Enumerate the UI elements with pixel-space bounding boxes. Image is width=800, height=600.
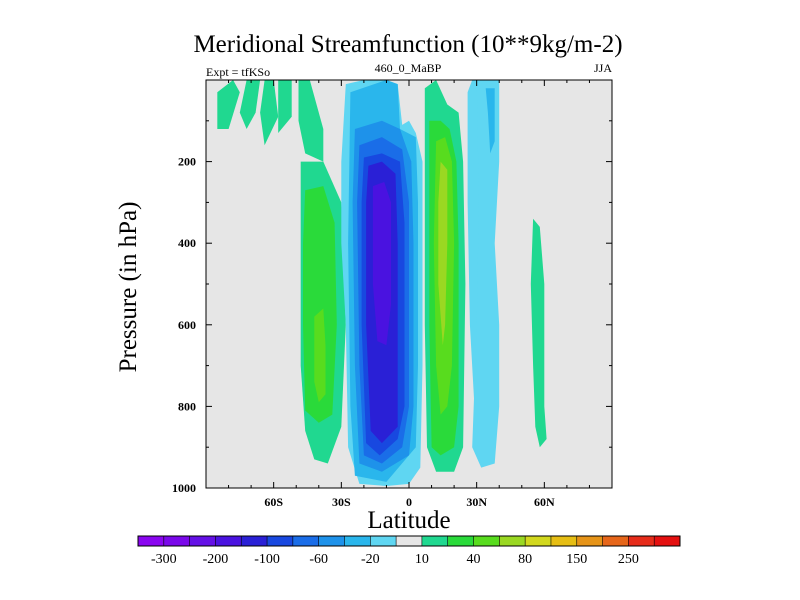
colorbar-label: -20 <box>361 552 380 567</box>
y-tick-label: 1000 <box>172 481 196 495</box>
x-tick-label: 60N <box>534 495 555 509</box>
colorbar-swatch-20 <box>654 536 681 546</box>
y-tick-label: 200 <box>178 155 196 169</box>
colorbar-swatch-2 <box>189 536 216 546</box>
contour-region-7 <box>314 308 326 403</box>
colorbar-swatch-6 <box>292 536 319 546</box>
season-label: JJA <box>594 61 612 75</box>
y-tick-label: 400 <box>178 236 196 250</box>
contour-region-20 <box>472 80 500 468</box>
colorbar-label: -300 <box>151 552 177 567</box>
contour-region-6 <box>303 186 337 423</box>
colorbar-swatch-12 <box>447 536 474 546</box>
colorbar-swatch-14 <box>499 536 526 546</box>
colorbar-label: 80 <box>518 552 532 567</box>
chart-title: Meridional Streamfunction (10**9kg/m-2) <box>193 31 622 58</box>
colorbar-swatch-7 <box>318 536 345 546</box>
colorbar-swatch-9 <box>370 536 397 546</box>
colorbar-swatch-1 <box>163 536 190 546</box>
colorbar-label: -100 <box>254 552 280 567</box>
expt-label: Expt = tfKSo <box>206 65 270 79</box>
colorbar-label: -60 <box>309 552 328 567</box>
contour-region-14 <box>372 182 391 346</box>
colorbar-swatch-16 <box>550 536 578 546</box>
contour-region-18 <box>438 161 448 346</box>
colorbar-label: 250 <box>618 552 639 567</box>
colorbar-swatch-5 <box>267 536 294 546</box>
colorbar-swatch-10 <box>396 536 423 546</box>
contour-region-1 <box>239 80 261 129</box>
colorbar-swatch-3 <box>215 536 242 546</box>
contour-region-0 <box>217 80 240 129</box>
colorbar-label: 150 <box>566 552 587 567</box>
contour-region-2 <box>260 80 279 146</box>
axis-ticks: 60S 30S 0 30N 60N 200 400 600 800 1000 <box>172 80 612 509</box>
y-tick-label: 800 <box>178 399 196 413</box>
colorbar-swatch-18 <box>602 536 629 546</box>
x-tick-label: 60S <box>264 495 283 509</box>
colorbar-swatch-11 <box>421 536 449 546</box>
x-tick-label: 30S <box>332 495 351 509</box>
contour-fills <box>217 80 547 486</box>
colorbar-swatch-4 <box>241 536 268 546</box>
plot-area: 60S 30S 0 30N 60N 200 400 600 800 1000 <box>172 79 613 509</box>
y-axis-label: Pressure (in hPa) <box>115 202 142 373</box>
x-tick-label: 30N <box>466 495 487 509</box>
colorbar: -300 -200 -100 -60 -20 10 40 80 150 250 <box>137 535 681 567</box>
colorbar-swatch-17 <box>576 536 603 546</box>
colorbar-swatch-19 <box>628 536 655 546</box>
y-tick-label: 600 <box>178 318 196 332</box>
contour-region-4 <box>298 80 324 162</box>
colorbar-swatch-8 <box>344 536 371 546</box>
colorbar-label: -200 <box>203 552 229 567</box>
colorbar-label: 40 <box>467 552 481 567</box>
x-tick-label: 0 <box>406 495 412 509</box>
contour-region-21 <box>485 88 495 154</box>
colorbar-swatch-13 <box>473 536 500 546</box>
colorbar-label: 10 <box>415 552 429 567</box>
contour-region-3 <box>278 80 292 133</box>
contour-region-22 <box>530 218 547 448</box>
colorbar-frame <box>137 535 681 547</box>
colorbar-swatch-0 <box>138 536 165 546</box>
colorbar-swatch-15 <box>525 536 552 546</box>
x-axis-label: Latitude <box>367 507 450 534</box>
period-label: 460_0_MaBP <box>375 61 442 75</box>
